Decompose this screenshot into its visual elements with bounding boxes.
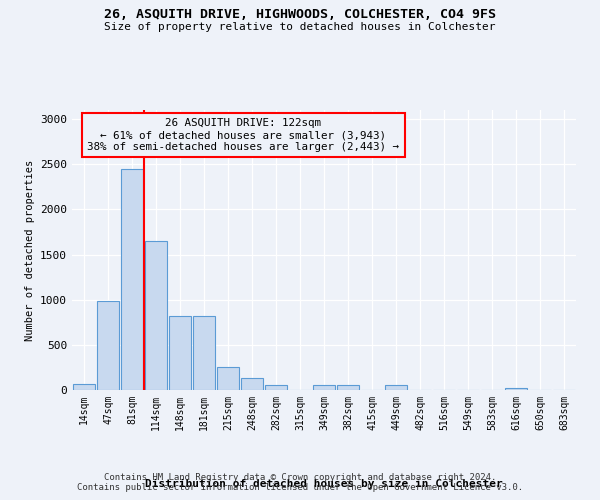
Bar [337, 385, 359, 390]
Text: 26, ASQUITH DRIVE, HIGHWOODS, COLCHESTER, CO4 9FS: 26, ASQUITH DRIVE, HIGHWOODS, COLCHESTER… [104, 8, 496, 20]
Bar [97, 300, 119, 390]
Text: Size of property relative to detached houses in Colchester: Size of property relative to detached ho… [104, 22, 496, 32]
Text: Contains HM Land Registry data © Crown copyright and database right 2024.
Contai: Contains HM Land Registry data © Crown c… [77, 473, 523, 492]
Bar [73, 384, 95, 390]
X-axis label: Distribution of detached houses by size in Colchester: Distribution of detached houses by size … [145, 478, 503, 489]
Bar [265, 386, 287, 390]
Bar [313, 384, 335, 390]
Bar [193, 316, 215, 390]
Bar [169, 316, 191, 390]
Bar [385, 386, 407, 390]
Bar [121, 168, 143, 390]
Bar [505, 388, 527, 390]
Text: 26 ASQUITH DRIVE: 122sqm
← 61% of detached houses are smaller (3,943)
38% of sem: 26 ASQUITH DRIVE: 122sqm ← 61% of detach… [88, 118, 400, 152]
Y-axis label: Number of detached properties: Number of detached properties [25, 160, 35, 340]
Bar [145, 241, 167, 390]
Bar [217, 368, 239, 390]
Bar [241, 378, 263, 390]
